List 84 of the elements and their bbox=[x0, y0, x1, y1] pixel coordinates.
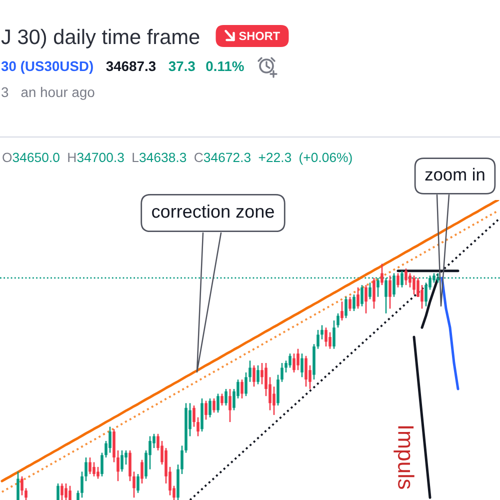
candlestick bbox=[356, 286, 360, 310]
candlestick bbox=[280, 362, 284, 383]
candlestick bbox=[224, 388, 228, 406]
candlestick bbox=[76, 490, 80, 500]
candlestick bbox=[416, 277, 420, 298]
candlestick bbox=[20, 476, 24, 496]
candlestick bbox=[252, 364, 256, 388]
candlestick bbox=[380, 263, 384, 286]
candlestick bbox=[240, 378, 244, 400]
candlestick bbox=[84, 456, 88, 482]
text: 37.3 bbox=[168, 61, 195, 72]
candlestick bbox=[60, 482, 64, 500]
candlestick bbox=[292, 352, 296, 374]
candlestick bbox=[140, 459, 144, 484]
candlestick bbox=[328, 332, 332, 350]
candlestick bbox=[388, 274, 392, 310]
candlestick bbox=[228, 388, 232, 423]
candlestick bbox=[92, 462, 96, 478]
candlestick bbox=[424, 282, 428, 307]
candlestick bbox=[220, 393, 224, 406]
candlestick bbox=[408, 272, 412, 288]
candlestick bbox=[336, 312, 340, 328]
candlestick bbox=[352, 294, 356, 312]
candlestick bbox=[56, 482, 60, 500]
text: zoom in bbox=[425, 168, 484, 181]
candlestick bbox=[344, 296, 348, 319]
candlestick bbox=[372, 277, 376, 310]
candlestick bbox=[132, 471, 136, 498]
text: an hour ago bbox=[21, 86, 94, 100]
candlestick bbox=[124, 450, 128, 466]
candlestick bbox=[304, 355, 308, 388]
annotation: Impuls bbox=[394, 426, 414, 489]
candlestick bbox=[68, 485, 72, 500]
candlestick bbox=[296, 348, 300, 371]
candlestick bbox=[320, 324, 324, 340]
candlestick bbox=[212, 398, 216, 414]
candlestick bbox=[340, 300, 344, 322]
candlestick bbox=[272, 386, 276, 416]
text: 30 (US30USD) bbox=[1, 60, 93, 74]
candlestick bbox=[120, 450, 124, 472]
candlestick bbox=[324, 326, 328, 348]
candlestick bbox=[96, 466, 100, 480]
candlestick bbox=[316, 329, 320, 350]
candlestick bbox=[276, 374, 280, 406]
candlestick bbox=[24, 488, 28, 500]
candlestick bbox=[180, 445, 184, 475]
candlestick bbox=[248, 360, 252, 383]
candlestick bbox=[244, 372, 248, 397]
candlestick bbox=[88, 456, 92, 475]
candlestick bbox=[16, 471, 20, 500]
candlestick bbox=[108, 426, 112, 454]
candlestick bbox=[412, 274, 416, 296]
text: SHORT bbox=[239, 32, 280, 40]
candlestick bbox=[216, 393, 220, 414]
candlestick bbox=[208, 398, 212, 418]
candlestick bbox=[364, 284, 368, 314]
candlestick bbox=[396, 272, 400, 288]
candlestick bbox=[400, 270, 404, 288]
text: 3 bbox=[2, 87, 8, 98]
candlestick bbox=[256, 364, 260, 385]
candlestick bbox=[100, 452, 104, 478]
candlestick bbox=[288, 352, 292, 368]
candlestick bbox=[80, 471, 84, 498]
candlestick bbox=[204, 400, 208, 420]
candlestick bbox=[360, 284, 364, 307]
candlestick bbox=[420, 284, 424, 310]
text: correction zone bbox=[152, 204, 274, 218]
candlestick bbox=[332, 320, 336, 350]
text: 0.11% bbox=[206, 61, 244, 72]
candlestick bbox=[196, 416, 200, 437]
text: O34650.0 H34700.3 L34638.3 C34672.3 +22.3 (+0.06%) bbox=[2, 152, 352, 165]
candlestick bbox=[116, 450, 120, 482]
candlestick bbox=[368, 282, 372, 300]
candlestick bbox=[260, 362, 264, 385]
candlestick bbox=[300, 352, 304, 378]
candlestick bbox=[128, 450, 132, 482]
text: 34687.3 bbox=[106, 61, 156, 72]
candlestick bbox=[64, 482, 68, 500]
candlestick bbox=[192, 404, 196, 428]
candlestick bbox=[404, 268, 408, 286]
candlestick bbox=[284, 360, 288, 374]
candlestick bbox=[136, 473, 140, 494]
candlestick bbox=[348, 296, 352, 312]
chart-title: J 30) daily time frame bbox=[1, 28, 200, 48]
